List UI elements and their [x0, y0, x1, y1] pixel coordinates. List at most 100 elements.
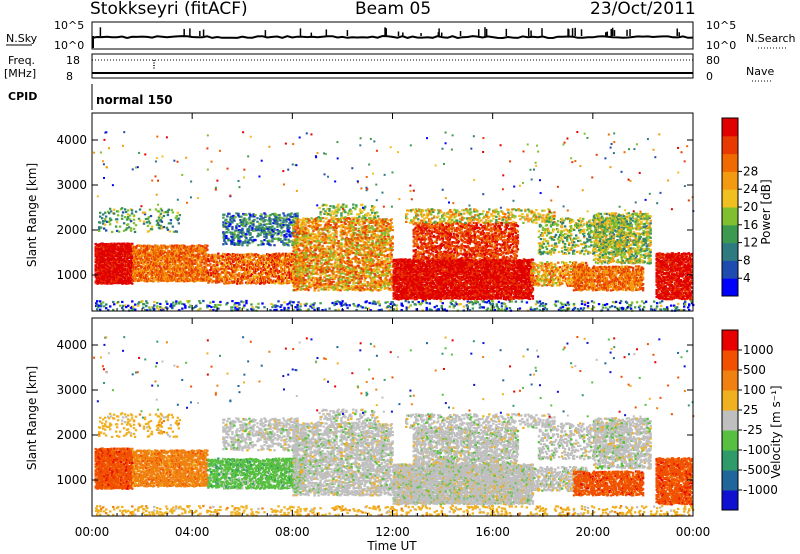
power-cell: [217, 253, 219, 255]
power-cell: [225, 219, 227, 221]
power-cell: [177, 212, 179, 214]
power-cell: [292, 229, 294, 231]
power-cell: [363, 251, 365, 253]
power-cell: [296, 288, 298, 290]
power-cell: [163, 215, 165, 217]
nsearch-label: N.Search: [746, 32, 796, 45]
power-cell: [355, 269, 357, 271]
power-cell: [231, 226, 233, 228]
power-cell: [278, 214, 280, 216]
power-cell: [133, 228, 135, 230]
power-cell: [315, 270, 317, 272]
power-cell: [269, 223, 271, 225]
power-cell: [335, 262, 337, 264]
power-cell: [111, 231, 113, 233]
power-cell: [118, 231, 120, 233]
power-cell: [223, 214, 225, 216]
nsky-trace: [92, 36, 693, 38]
power-cell: [262, 243, 264, 245]
power-cell: [135, 211, 137, 213]
power-cell: [130, 220, 132, 222]
power-cell: [268, 275, 270, 277]
power-cell: [244, 225, 246, 227]
power-cell: [232, 239, 234, 241]
power-cell: [179, 266, 181, 268]
power-cell: [131, 243, 133, 245]
power-cell: [105, 216, 107, 218]
power-cell: [231, 228, 233, 230]
power-cell: [316, 273, 318, 275]
power-cell: [235, 276, 237, 278]
power-cell: [127, 209, 129, 211]
power-cell: [332, 273, 334, 275]
power-cell: [307, 229, 309, 231]
power-cell: [241, 244, 243, 246]
power-cell: [340, 235, 342, 237]
power-cell: [347, 285, 349, 287]
power-cell: [249, 232, 251, 234]
power-cell: [117, 210, 119, 212]
power-cell: [181, 250, 183, 252]
power-cell: [284, 238, 286, 240]
power-cell: [251, 236, 253, 238]
power-cell: [238, 272, 240, 274]
power-cell: [337, 240, 339, 242]
power-cell: [356, 242, 358, 244]
power-cell: [285, 221, 287, 223]
power-cell: [237, 234, 239, 236]
power-cell: [127, 223, 129, 225]
power-cell: [249, 255, 251, 257]
power-cell: [99, 212, 101, 214]
power-cell: [340, 243, 342, 245]
power-cell: [171, 209, 173, 211]
power-cell: [322, 220, 324, 222]
power-cell: [297, 221, 299, 223]
power-cell: [122, 211, 124, 213]
power-cell: [101, 217, 103, 219]
power-cell: [242, 221, 244, 223]
power-cell: [149, 209, 151, 211]
power-cell: [158, 217, 160, 219]
power-cell: [121, 218, 123, 220]
power-cell: [176, 231, 178, 233]
power-cell: [134, 231, 136, 233]
power-cell: [222, 243, 224, 245]
power-cell: [321, 259, 323, 261]
power-cell: [178, 222, 180, 224]
nsearch-tick-bottom: 10^0: [706, 39, 736, 52]
power-cell: [133, 219, 135, 221]
power-cell: [306, 257, 308, 259]
power-cell: [352, 220, 354, 222]
power-cell: [269, 244, 271, 246]
power-cell: [124, 216, 126, 218]
power-cell: [249, 225, 251, 227]
power-cell: [105, 229, 107, 231]
power-cell: [206, 249, 208, 251]
power-cell: [327, 289, 329, 291]
power-cell: [229, 261, 231, 263]
power-cell: [169, 230, 171, 232]
freq-label: Freq.: [8, 54, 35, 67]
power-cell: [347, 257, 349, 259]
power-cell: [148, 230, 150, 232]
power-cell: [121, 215, 123, 217]
power-cell: [151, 228, 153, 230]
nsky-tick-bottom: 10^0: [54, 39, 84, 52]
power-cell: [254, 272, 256, 274]
power-cell: [335, 233, 337, 235]
power-cell: [325, 217, 327, 219]
power-heatmap-cells: [93, 131, 694, 312]
power-cell: [285, 236, 287, 238]
beam-title: Beam 05: [355, 0, 431, 19]
power-cell: [149, 222, 151, 224]
power-cell: [335, 230, 337, 232]
power-cell: [139, 208, 141, 210]
power-cell: [329, 224, 331, 226]
power-cell: [115, 226, 117, 228]
power-cell: [248, 228, 250, 230]
power-cell: [98, 230, 100, 232]
power-cell: [363, 283, 365, 285]
power-cell: [245, 214, 247, 216]
power-cell: [273, 228, 275, 230]
power-cell: [274, 282, 276, 284]
